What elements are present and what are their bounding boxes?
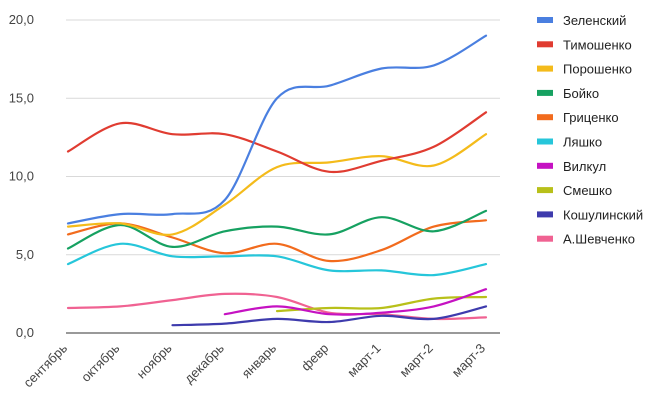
legend-swatch [537,187,553,194]
legend-swatch [537,89,553,96]
series-line-тимошенко [66,111,488,174]
x-tick-label: январь [239,340,280,381]
legend-swatch [537,162,553,169]
series-line-гриценко [66,219,488,263]
legend-label: Смешко [563,183,612,198]
x-tick-label: март-3 [449,341,488,380]
legend-swatch [537,114,553,121]
y-tick-label: 10,0 [9,169,34,184]
legend-swatch [537,17,553,23]
x-tick-label: март-2 [397,341,436,380]
legend-label: Зеленский [563,13,626,28]
y-tick-label: 15,0 [9,90,34,105]
legend-swatch [537,41,553,48]
x-tick-label: март-1 [344,341,383,380]
series-lines [66,34,488,327]
legend-swatch [537,65,553,72]
x-axis: сентябрь октябрь ноябрь декабрь январь февр ма… [20,340,488,390]
legend-label: А.Шевченко [563,232,635,247]
legend-swatch [537,211,553,218]
legend: Зеленский Тимошенко Порошенко Бойко Гриценко… [537,13,643,247]
legend-label: Вилкул [563,159,606,174]
series-line-зеленский [66,34,488,225]
legend-label: Ляшко [563,135,602,150]
legend-swatch [537,235,553,242]
y-tick-label: 5,0 [16,247,34,262]
series-line-вилкул [223,288,488,316]
y-tick-label: 20,0 [9,12,34,27]
y-tick-label: 0,0 [16,325,34,340]
series-line-смешко [275,295,488,313]
x-tick-label: октябрь [78,340,122,384]
x-tick-label: ноябрь [134,340,175,381]
series-line-бойко [66,209,488,250]
gridlines [66,19,500,334]
series-line-ляшко [66,242,488,277]
y-axis: 0,0 5,0 10,0 15,0 20,0 [9,12,34,340]
x-tick-label: февр [298,341,331,374]
legend-label: Тимошенко [563,37,632,52]
legend-label: Кошулинский [563,207,643,222]
x-tick-label: декабрь [181,340,227,386]
legend-label: Гриценко [563,110,619,125]
legend-label: Порошенко [563,62,632,77]
legend-swatch [537,138,553,145]
series-line-порошенко [66,133,488,236]
x-tick-label: сентябрь [20,340,70,390]
series-line-кошулинский [171,305,488,327]
legend-label: Бойко [563,86,599,101]
